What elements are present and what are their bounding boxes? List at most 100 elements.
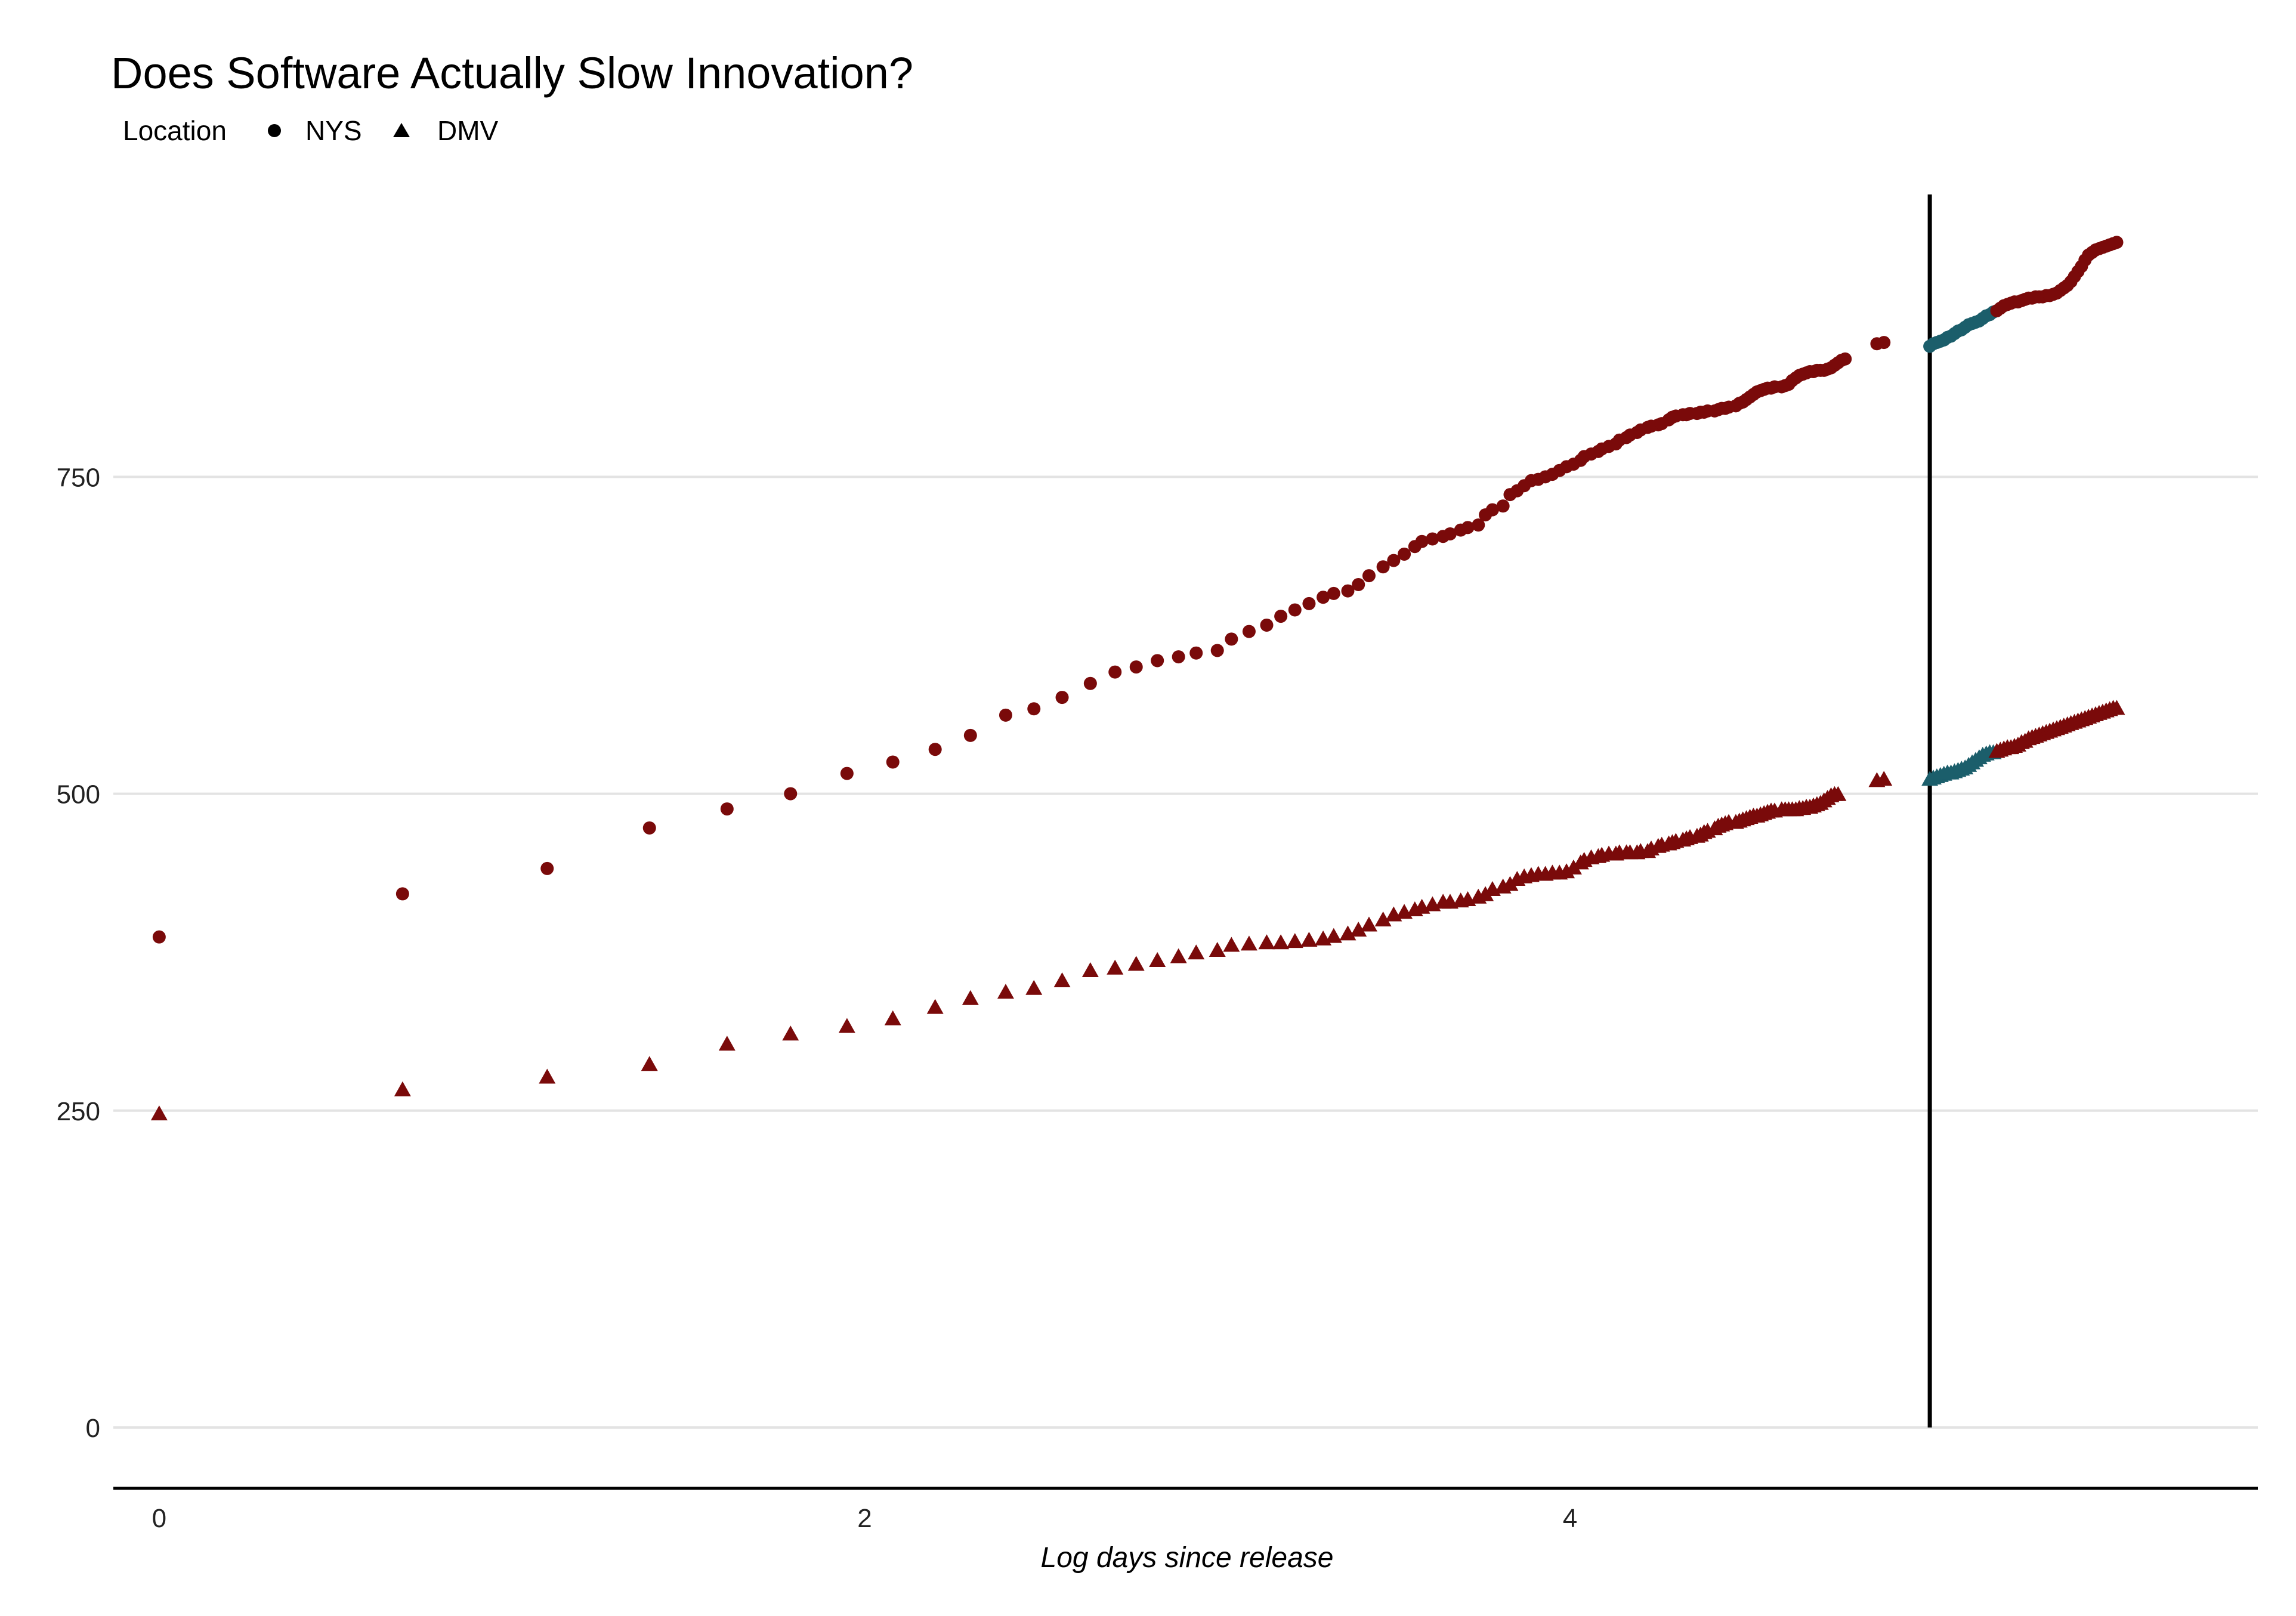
nys-point [1327, 586, 1340, 600]
gridlines [113, 475, 2258, 1429]
nys-point [1189, 646, 1203, 660]
nys-point [1877, 336, 1891, 350]
nys-point [395, 887, 409, 901]
nys-point [1055, 691, 1069, 705]
dmv-point [1300, 932, 1318, 947]
nys-point [1352, 577, 1365, 591]
nys-point [2110, 236, 2124, 249]
nys-point [1260, 618, 1274, 632]
chart-title: Does Software Actually Slow Innovation? [111, 48, 913, 98]
dmv-point [1374, 911, 1392, 927]
nys-point [1302, 597, 1316, 610]
nys-point [784, 787, 798, 801]
dmv-point [641, 1056, 658, 1071]
dmv-point [1272, 934, 1290, 950]
dmv-point [1149, 952, 1166, 968]
dmv-point [1286, 933, 1303, 948]
nys-point [1415, 534, 1429, 548]
x-tick-label: 4 [1563, 1504, 1577, 1533]
x-tick-label: 0 [152, 1504, 166, 1533]
nys-point [1387, 554, 1401, 567]
dmv-point [718, 1036, 736, 1051]
dmv-point [2108, 700, 2125, 715]
nys-point [1172, 650, 1185, 664]
dmv-point [1127, 956, 1145, 971]
y-tick-label: 250 [57, 1097, 100, 1126]
dmv-point [394, 1081, 411, 1096]
nys-point [928, 743, 942, 756]
dmv-point [1188, 944, 1205, 960]
dmv-point [782, 1025, 799, 1041]
nys-point [1274, 610, 1288, 623]
dmv-point [838, 1018, 855, 1033]
nys-point [1838, 352, 1852, 366]
legend: Location NYS DMV [123, 115, 499, 146]
nys-point [1027, 702, 1041, 716]
series-nys [152, 236, 2124, 944]
dmv-point [1107, 959, 1124, 975]
nys-point [1242, 625, 1256, 638]
nys-point [1225, 632, 1238, 646]
dmv-point [150, 1105, 168, 1121]
dmv-point [1209, 942, 1226, 957]
nys-point [840, 767, 854, 780]
legend-triangle-icon [393, 123, 410, 137]
dmv-point [539, 1068, 556, 1084]
nys-point [540, 861, 554, 875]
dmv-point [997, 984, 1014, 999]
dmv-point [1325, 928, 1342, 943]
dmv-point [1558, 863, 1575, 879]
nys-point [1398, 547, 1411, 561]
nys-point [1341, 584, 1355, 598]
nys-point [152, 930, 166, 944]
nys-point [963, 728, 977, 742]
nys-point [1108, 665, 1122, 679]
dmv-point [1258, 934, 1275, 950]
dmv-point [1053, 972, 1071, 988]
dmv-point [1360, 916, 1377, 932]
nys-point [720, 802, 734, 816]
legend-label-nys: NYS [305, 115, 362, 146]
dmv-point [1170, 948, 1187, 963]
y-tick-label: 500 [57, 780, 100, 809]
x-tick-label: 2 [857, 1504, 872, 1533]
legend-title: Location [123, 115, 227, 146]
nys-point [1426, 532, 1439, 546]
nys-point [1496, 499, 1510, 513]
y-axis-ticks: 0 250 500 750 [57, 463, 100, 1443]
nys-point [1317, 591, 1330, 604]
nys-point [1210, 644, 1224, 657]
dmv-point [1477, 886, 1494, 901]
dmv-point [1223, 937, 1240, 952]
nys-point [1129, 660, 1143, 674]
dmv-point [962, 990, 979, 1005]
nys-point [1083, 676, 1097, 690]
nys-point [1362, 569, 1376, 583]
dmv-point [1565, 859, 1582, 875]
dmv-point [1081, 962, 1099, 978]
legend-label-dmv: DMV [437, 115, 499, 146]
nys-point [1461, 521, 1475, 534]
dmv-point [884, 1010, 901, 1025]
dmv-point [926, 999, 944, 1014]
nys-point [642, 821, 656, 835]
y-tick-label: 750 [57, 463, 100, 492]
nys-point [999, 708, 1012, 722]
nys-point [1151, 654, 1164, 668]
dmv-point [1025, 980, 1043, 995]
legend-circle-icon [268, 124, 281, 137]
series-dmv [150, 700, 2125, 1121]
dmv-point [1501, 876, 1519, 891]
dmv-point [1240, 935, 1257, 951]
y-tick-label: 0 [86, 1414, 100, 1443]
dmv-point [1350, 922, 1367, 937]
nys-point [1472, 518, 1485, 532]
nys-point [1376, 560, 1390, 574]
nys-point [1288, 603, 1302, 617]
nys-point [1485, 503, 1499, 517]
x-axis-ticks: 0 2 4 [152, 1504, 1578, 1533]
x-axis-title: Log days since release [1041, 1542, 1334, 1574]
dmv-point [1875, 771, 1893, 786]
nys-point [886, 755, 900, 769]
